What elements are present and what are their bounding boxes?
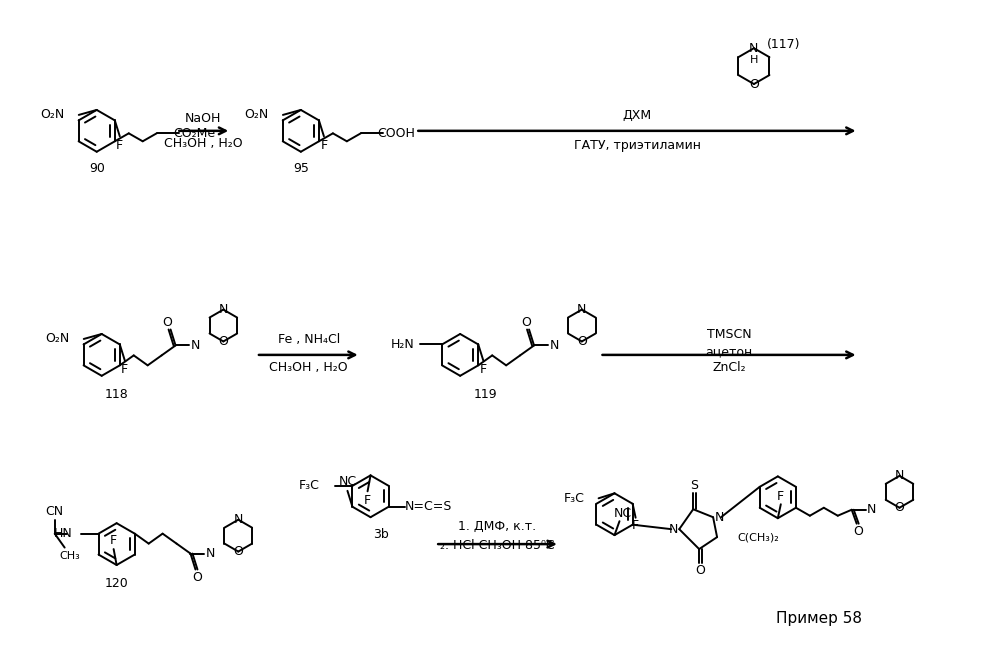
Text: F: F — [110, 534, 117, 546]
Text: CH₃OH , H₂O: CH₃OH , H₂O — [270, 361, 348, 374]
Text: F: F — [777, 490, 784, 503]
Text: TMSCN: TMSCN — [706, 329, 751, 341]
Text: ДХМ: ДХМ — [622, 110, 652, 122]
Text: N: N — [749, 42, 758, 55]
Text: Fe , NH₄Cl: Fe , NH₄Cl — [278, 333, 340, 346]
Text: ацетон: ацетон — [705, 345, 752, 358]
Text: H₂N: H₂N — [391, 338, 415, 351]
Text: N: N — [234, 513, 243, 526]
Text: NaOH: NaOH — [185, 112, 222, 125]
Text: HN: HN — [54, 527, 73, 540]
Text: CH₃: CH₃ — [59, 550, 80, 560]
Text: N: N — [577, 303, 586, 316]
Text: N: N — [549, 339, 558, 352]
Text: O: O — [521, 316, 531, 329]
Text: N: N — [867, 503, 876, 516]
Text: O: O — [234, 545, 243, 558]
Text: 119: 119 — [474, 388, 497, 401]
Text: O: O — [854, 525, 863, 538]
Text: O: O — [193, 571, 203, 584]
Text: (117): (117) — [767, 38, 800, 51]
Text: COOH: COOH — [378, 127, 416, 140]
Text: O: O — [163, 316, 173, 329]
Text: 118: 118 — [105, 388, 129, 401]
Text: C(CH₃)₂: C(CH₃)₂ — [737, 532, 779, 542]
Text: O: O — [894, 501, 904, 514]
Text: 1. ДМФ, к.т.: 1. ДМФ, к.т. — [458, 519, 536, 533]
Text: CO₂Me: CO₂Me — [174, 127, 216, 140]
Text: N: N — [895, 469, 904, 482]
Text: O₂N: O₂N — [46, 333, 70, 345]
Text: F₃C: F₃C — [563, 492, 584, 505]
Text: 120: 120 — [105, 578, 129, 591]
Text: ₂. HCl CH₃OH 85⁰C: ₂. HCl CH₃OH 85⁰C — [440, 539, 554, 552]
Text: F: F — [480, 363, 487, 376]
Text: N: N — [191, 339, 200, 352]
Text: F: F — [632, 519, 639, 532]
Text: N: N — [206, 547, 215, 560]
Text: O: O — [219, 335, 229, 348]
Text: O: O — [576, 335, 586, 348]
Text: 95: 95 — [293, 162, 309, 175]
Text: O: O — [695, 564, 705, 578]
Text: F₃C: F₃C — [299, 479, 320, 492]
Text: F: F — [321, 139, 328, 152]
Text: O₂N: O₂N — [41, 108, 65, 121]
Text: N: N — [219, 303, 228, 316]
Text: F: F — [364, 494, 371, 507]
Text: NC: NC — [339, 475, 357, 488]
Text: 3b: 3b — [373, 527, 389, 541]
Text: Пример 58: Пример 58 — [775, 611, 862, 626]
Text: ГАТУ, триэтиламин: ГАТУ, триэтиламин — [573, 139, 701, 152]
Text: N: N — [714, 511, 723, 523]
Text: 90: 90 — [89, 162, 105, 175]
Text: N: N — [668, 523, 678, 536]
Text: ZnCl₂: ZnCl₂ — [712, 361, 746, 374]
Text: O: O — [749, 77, 759, 90]
Text: F: F — [116, 139, 123, 152]
Text: O₂N: O₂N — [245, 108, 269, 121]
Text: N=C=S: N=C=S — [405, 500, 453, 513]
Text: H: H — [749, 55, 758, 65]
Text: S: S — [690, 479, 698, 492]
Text: F: F — [121, 363, 128, 376]
Text: NC: NC — [613, 507, 631, 519]
Text: CH₃OH , H₂O: CH₃OH , H₂O — [164, 137, 243, 150]
Text: CN: CN — [46, 506, 64, 518]
